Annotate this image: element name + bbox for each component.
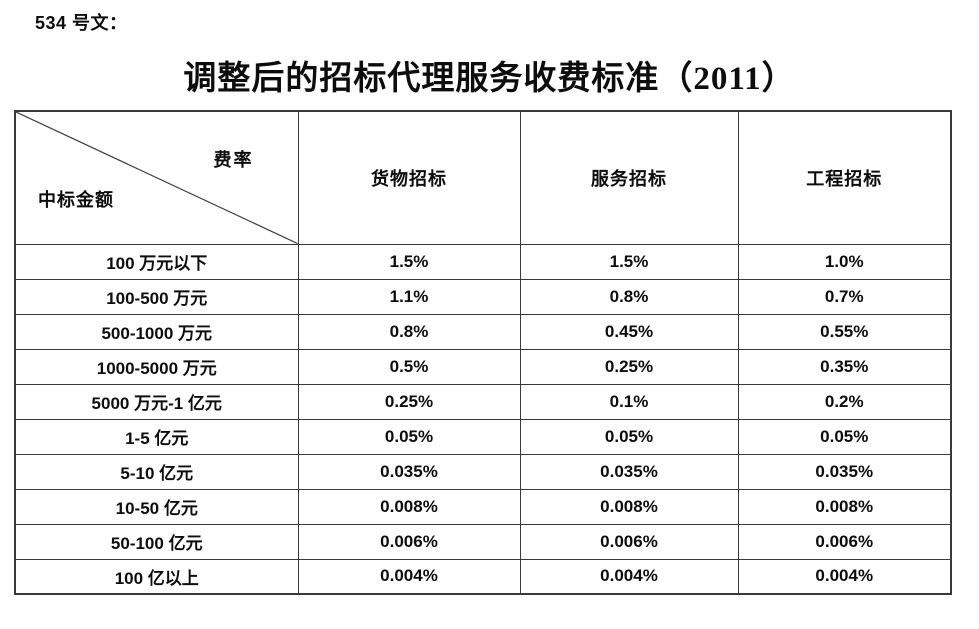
engineering-rate-cell: 0.008% [737,488,952,525]
engineering-rate-cell: 1.0% [737,243,952,280]
goods-rate-cell: 0.5% [297,348,521,385]
engineering-rate-cell: 0.35% [737,348,952,385]
goods-rate-cell: 0.035% [297,453,521,490]
amount-cell: 1-5 亿元 [14,418,299,455]
doc-ref: 534 号文： [35,13,128,33]
services-rate-cell: 0.45% [519,313,739,350]
goods-rate-cell: 0.004% [297,558,521,595]
services-rate-cell: 0.05% [519,418,739,455]
column-header-engineering: 工程招标 [737,110,952,245]
amount-cell: 500-1000 万元 [14,313,299,350]
column-header-goods: 货物招标 [297,110,521,245]
goods-rate-cell: 1.5% [297,243,521,280]
table-row: 100 万元以下 1.5% 1.5% 1.0% [14,243,952,280]
amount-cell: 1000-5000 万元 [14,348,299,385]
table-row: 5-10 亿元 0.035% 0.035% 0.035% [14,453,952,490]
table-row: 50-100 亿元 0.006% 0.006% 0.006% [14,523,952,560]
services-rate-cell: 0.035% [519,453,739,490]
table-row: 1000-5000 万元 0.5% 0.25% 0.35% [14,348,952,385]
corner-label-amount: 中标金额 [38,189,114,210]
goods-rate-cell: 0.8% [297,313,521,350]
diagonal-line [16,112,298,244]
engineering-rate-cell: 0.7% [737,278,952,315]
services-rate-cell: 0.004% [519,558,739,595]
amount-cell: 100 亿以上 [14,558,299,595]
engineering-rate-cell: 0.035% [737,453,952,490]
amount-cell: 10-50 亿元 [14,488,299,525]
services-rate-cell: 0.008% [519,488,739,525]
table-row: 100-500 万元 1.1% 0.8% 0.7% [14,278,952,315]
table-row: 10-50 亿元 0.008% 0.008% 0.008% [14,488,952,525]
services-rate-cell: 0.25% [519,348,739,385]
table-header-row: 费率 中标金额 货物招标 服务招标 工程招标 [14,110,952,245]
goods-rate-cell: 0.008% [297,488,521,525]
amount-cell: 50-100 亿元 [14,523,299,560]
engineering-rate-cell: 0.004% [737,558,952,595]
goods-rate-cell: 0.006% [297,523,521,560]
amount-cell: 5-10 亿元 [14,453,299,490]
amount-cell: 100-500 万元 [14,278,299,315]
table-row: 500-1000 万元 0.8% 0.45% 0.55% [14,313,952,350]
amount-cell: 100 万元以下 [14,243,299,280]
table-row: 5000 万元-1 亿元 0.25% 0.1% 0.2% [14,383,952,420]
table-row: 100 亿以上 0.004% 0.004% 0.004% [14,558,952,595]
page-title: 调整后的招标代理服务收费标准（2011） [183,61,796,97]
table-row: 1-5 亿元 0.05% 0.05% 0.05% [14,418,952,455]
engineering-rate-cell: 0.55% [737,313,952,350]
engineering-rate-cell: 0.006% [737,523,952,560]
goods-rate-cell: 1.1% [297,278,521,315]
goods-rate-cell: 0.25% [297,383,521,420]
services-rate-cell: 0.8% [519,278,739,315]
column-header-services: 服务招标 [519,110,739,245]
engineering-rate-cell: 0.05% [737,418,952,455]
goods-rate-cell: 0.05% [297,418,521,455]
services-rate-cell: 1.5% [519,243,739,280]
corner-label-rate: 费率 [213,150,254,170]
corner-cell: 费率 中标金额 [14,110,299,245]
services-rate-cell: 0.006% [519,523,739,560]
engineering-rate-cell: 0.2% [737,383,952,420]
amount-cell: 5000 万元-1 亿元 [14,383,299,420]
fee-rate-table: 费率 中标金额 货物招标 服务招标 工程招标 100 万元以下 1.5% 1.5… [14,110,952,595]
services-rate-cell: 0.1% [519,383,739,420]
